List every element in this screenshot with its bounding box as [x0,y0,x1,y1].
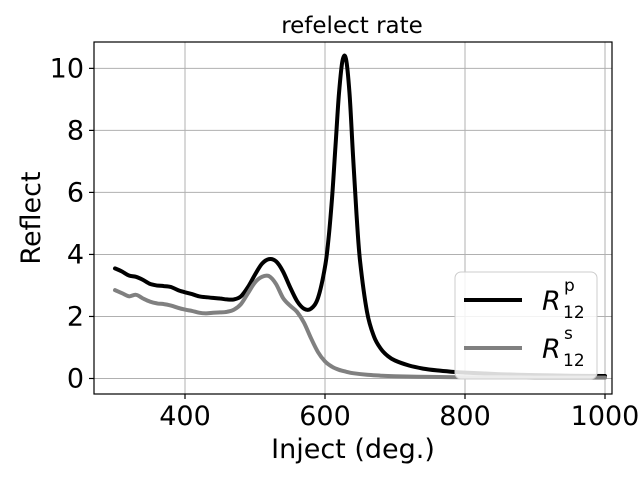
y-tick-label: 2 [67,301,84,332]
y-axis-label: Reflect [16,171,47,264]
legend-label-s-base: R [542,334,561,365]
legend-label-p-sup: p [564,276,575,296]
legend: R p 12 R s 12 [454,271,598,380]
y-tick-label: 6 [67,177,84,208]
legend-label-s-sup: s [564,324,573,344]
legend-label-s-sub: 12 [563,351,585,371]
y-axis-ticks: 0 2 4 6 8 10 [50,53,94,394]
x-tick-label: 800 [439,401,491,432]
plot-frame [93,41,613,395]
y-tick-label: 8 [67,115,84,146]
y-tick-label: 0 [67,363,84,394]
x-tick-label: 1000 [571,401,640,432]
x-tick-label: 400 [159,401,211,432]
x-axis-ticks: 400 600 800 1000 [159,394,639,432]
chart-title: refelect rate [281,13,423,39]
y-tick-label: 4 [67,239,84,270]
series-line-p [113,53,607,378]
series-group [113,53,607,380]
y-tick-label: 10 [50,53,84,84]
x-axis-label: Inject (deg.) [271,434,435,465]
x-tick-label: 600 [299,401,351,432]
legend-label-p-base: R [542,286,561,317]
legend-label-p-sub: 12 [563,303,585,323]
series-line-s [113,273,607,380]
